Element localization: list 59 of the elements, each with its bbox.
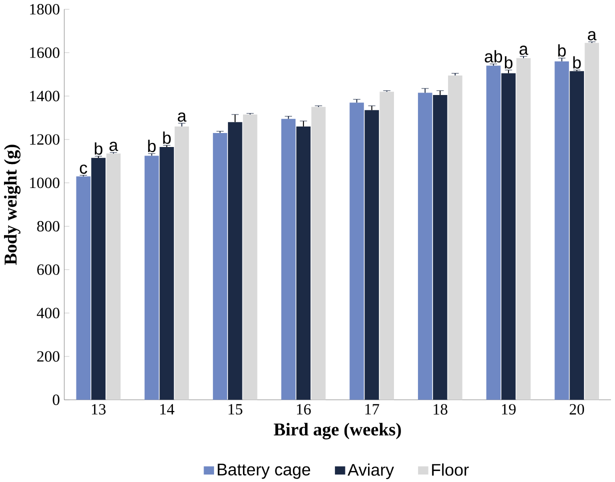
- x-tick-label: 16: [297, 404, 311, 414]
- data-label: b: [573, 56, 581, 68]
- legend-label: Floor: [432, 463, 469, 476]
- data-label: ab: [484, 50, 502, 62]
- y-tick-label: 1800: [30, 4, 60, 14]
- bar: [448, 75, 462, 400]
- y-tick-label: 600: [37, 264, 60, 275]
- bar: [486, 66, 501, 400]
- bar: [364, 110, 379, 400]
- x-tick-label: 14: [160, 404, 174, 414]
- data-label: b: [94, 142, 102, 155]
- bar: [242, 114, 258, 400]
- data-label: c: [80, 164, 88, 174]
- bar: [380, 92, 394, 400]
- bar: [296, 126, 311, 400]
- y-tick-label: 1200: [30, 134, 60, 145]
- y-tick-label: 200: [37, 351, 60, 362]
- bar: [516, 58, 531, 400]
- bar: [228, 122, 242, 400]
- x-tick-label: 18: [434, 404, 448, 414]
- data-label: a: [588, 31, 597, 40]
- bar: [554, 61, 569, 400]
- x-tick-label: 13: [92, 404, 106, 414]
- bar: [106, 153, 121, 400]
- legend-label: Battery cage: [218, 464, 310, 479]
- y-tick-label: 1600: [30, 47, 60, 58]
- legend-label: Aviary: [348, 463, 394, 480]
- data-label: b: [148, 140, 156, 152]
- data-label: b: [163, 131, 171, 144]
- y-tick-label: 1000: [30, 177, 60, 188]
- bar: [418, 92, 432, 400]
- y-tick-label: 0: [52, 394, 60, 405]
- y-tick-label: 1400: [30, 90, 60, 102]
- bar: [311, 106, 326, 400]
- data-label: b: [504, 56, 512, 68]
- y-axis-title: Body weight (g): [4, 144, 20, 265]
- data-label: a: [520, 46, 528, 55]
- data-label: a: [178, 112, 186, 122]
- bar: [350, 102, 364, 400]
- bar: [144, 156, 159, 400]
- data-label: a: [109, 142, 118, 151]
- y-tick-label: 400: [36, 308, 60, 318]
- x-tick-label: 19: [502, 404, 516, 414]
- bar: [91, 158, 106, 400]
- x-tick-label: 20: [570, 404, 584, 414]
- bar: [281, 118, 296, 400]
- bar: [174, 126, 189, 400]
- bar: [212, 132, 228, 400]
- bar: [570, 70, 584, 400]
- bar: [160, 146, 174, 400]
- x-axis-title: Bird age (weeks): [274, 422, 401, 440]
- bar: [584, 42, 600, 400]
- bar: [432, 94, 448, 400]
- bar: [501, 73, 516, 400]
- data-label: b: [558, 44, 566, 57]
- x-tick-label: 17: [365, 404, 380, 414]
- y-tick-label: 800: [37, 220, 60, 232]
- bar: [76, 176, 91, 400]
- x-tick-label: 15: [228, 404, 242, 414]
